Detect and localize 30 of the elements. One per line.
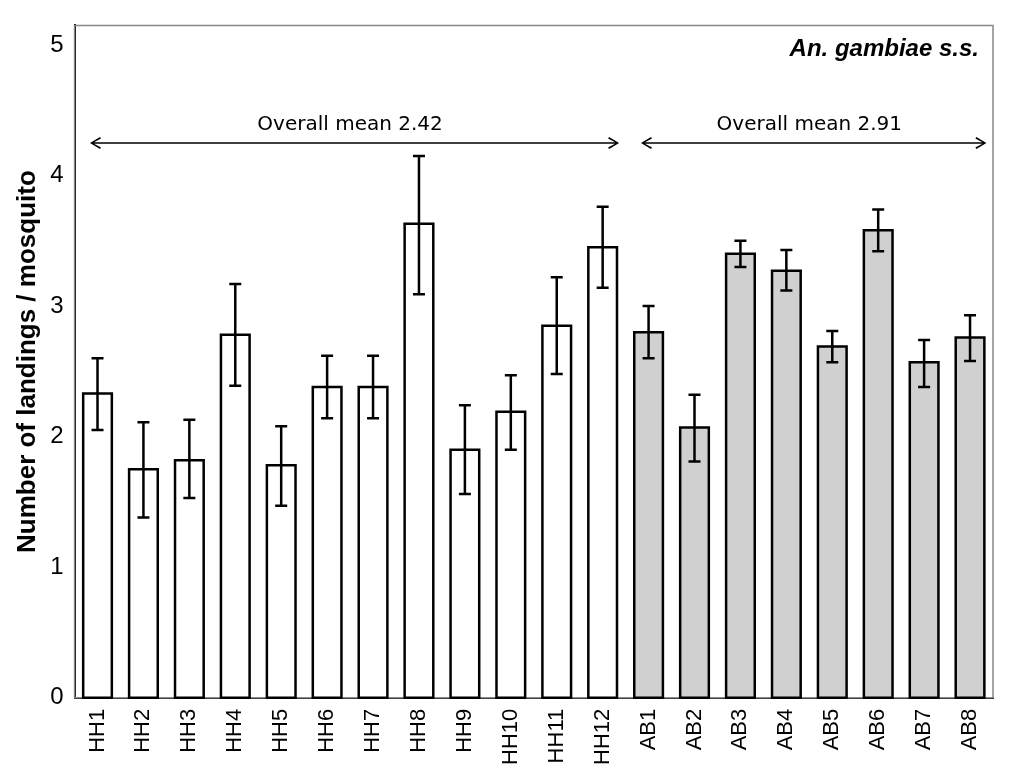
x-tick-label: HH7 (359, 708, 385, 753)
x-tick-label: HH12 (588, 708, 614, 765)
x-tick-label: AB5 (818, 708, 844, 751)
x-tick-label: HH6 (313, 708, 339, 753)
x-tick-label: HH3 (175, 708, 201, 753)
x-tick-label: AB1 (634, 708, 660, 751)
y-axis-title: Number of landings / mosquito (10, 170, 41, 553)
annotation: Overall mean 2.42 (257, 111, 443, 136)
x-tick-label: HH5 (267, 708, 293, 753)
x-tick-label: AB2 (680, 708, 706, 751)
y-tick-label: 2 (50, 421, 64, 449)
x-tick-label: HH11 (542, 708, 568, 764)
y-tick-label: 1 (50, 551, 64, 579)
x-tick-label: AB8 (956, 708, 982, 751)
y-tick-label: 0 (50, 682, 64, 710)
x-tick-label: HH1 (83, 708, 109, 753)
x-tick-label: AB6 (864, 708, 890, 751)
annotation: Overall mean 2.91 (716, 111, 903, 136)
x-tick-label: HH10 (496, 708, 522, 765)
x-tick-label: AB3 (726, 708, 752, 751)
x-tick-label: AB4 (772, 708, 798, 751)
y-tick-label: 5 (50, 29, 64, 57)
x-tick-label: AB7 (910, 708, 936, 751)
x-tick-label: HH8 (405, 708, 431, 753)
x-tick-label: HH9 (450, 708, 476, 753)
x-tick-label: HH2 (129, 708, 155, 753)
y-tick-label: 4 (50, 160, 64, 188)
chart-title: An. gambiae s.s. (788, 34, 979, 62)
x-tick-label: HH4 (221, 708, 247, 753)
y-tick-label: 3 (50, 290, 64, 318)
